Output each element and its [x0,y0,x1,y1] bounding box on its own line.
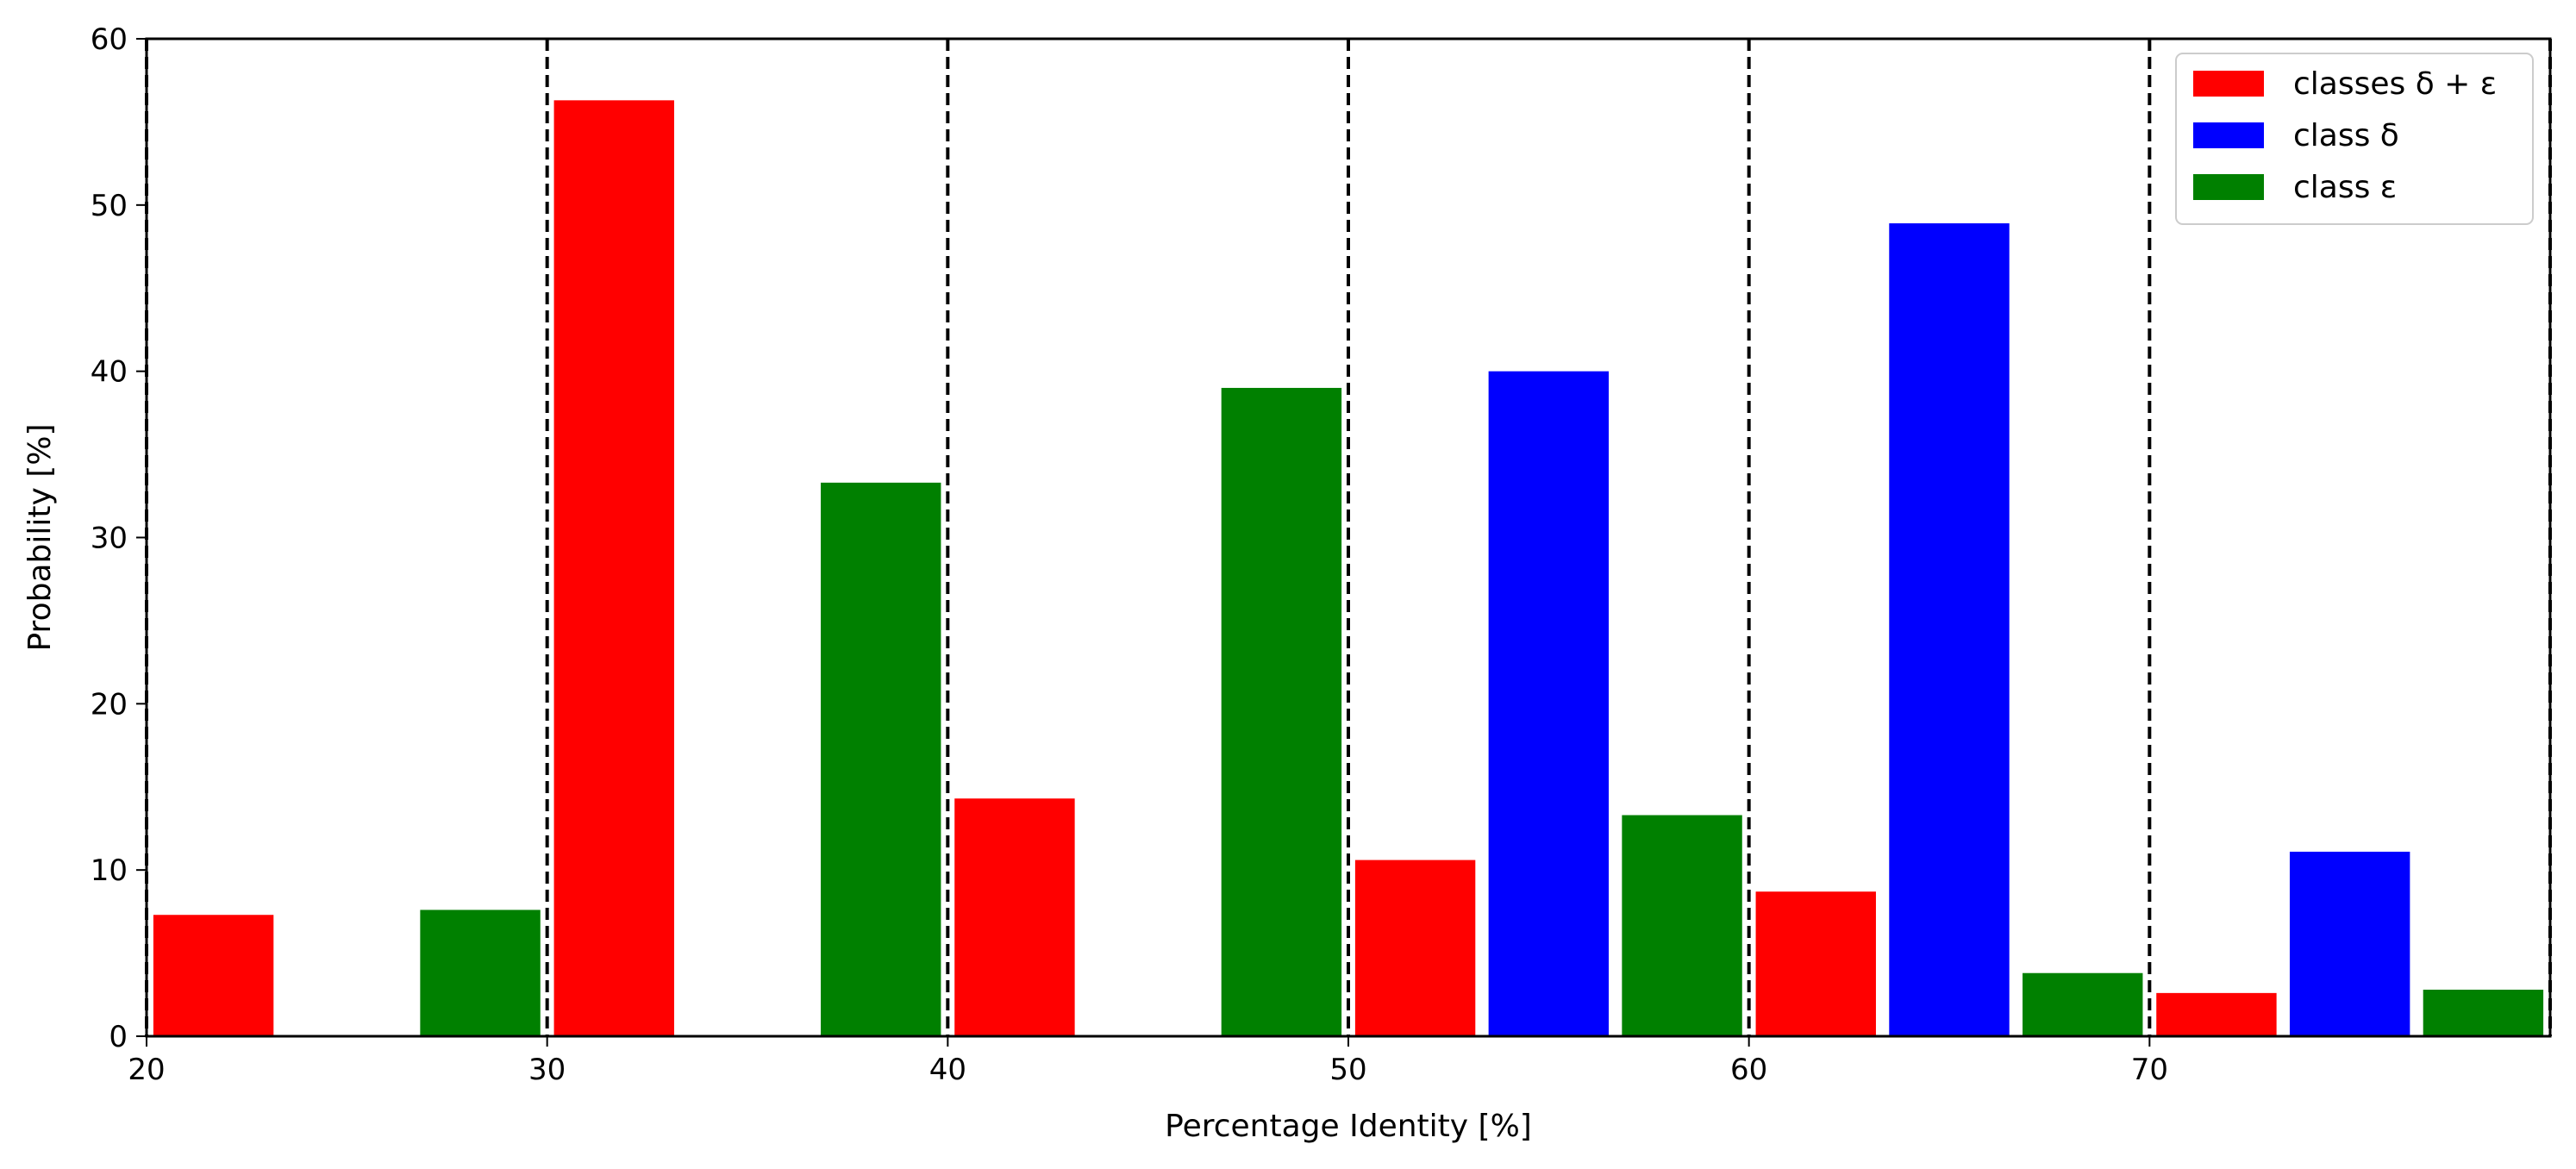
legend-swatch-2 [2193,174,2264,200]
legend-swatch-1 [2193,122,2264,148]
y-tick-label-5: 50 [91,189,128,223]
x-tick-label-1: 30 [528,1053,566,1087]
bar-2-5 [2423,990,2544,1036]
bar-0-5 [2156,992,2277,1036]
x-axis-label: Percentage Identity [%] [1165,1109,1532,1144]
x-tick-label-2: 40 [929,1053,966,1087]
bar-0-4 [1755,891,1876,1036]
bars-group [153,100,2544,1037]
bar-0-2 [954,798,1075,1036]
y-tick-label-2: 20 [91,687,128,722]
bar-0-1 [553,100,674,1036]
y-axis-label: Probability [%] [22,423,58,651]
legend-box [2175,53,2534,225]
x-tick-label-4: 60 [1730,1053,1767,1087]
bar-2-2 [1221,387,1342,1036]
x-axis-ticks: 20 30 40 50 60 70 [128,1036,2168,1087]
legend-swatch-0 [2193,71,2264,97]
legend-label-0: classes δ + ε [2293,66,2497,102]
bar-1-4 [1889,223,2010,1036]
x-tick-label-0: 20 [128,1053,165,1087]
bar-1-3 [1488,371,1610,1037]
bar-2-1 [821,482,941,1036]
y-tick-label-0: 0 [109,1020,128,1054]
x-tick-label-5: 70 [2131,1053,2168,1087]
bar-2-4 [2023,972,2143,1036]
x-tick-label-3: 50 [1329,1053,1366,1087]
legend: classes δ + ε class δ class ε [2175,53,2534,225]
legend-label-2: class ε [2293,170,2397,205]
y-axis-ticks: 0 10 20 30 40 50 60 [91,22,147,1054]
y-tick-label-4: 40 [91,355,128,390]
y-tick-label-6: 60 [91,22,128,57]
bar-0-0 [153,915,274,1036]
legend-label-1: class δ [2293,118,2399,153]
y-tick-label-3: 30 [91,522,128,556]
y-tick-label-1: 10 [91,853,128,888]
bar-2-0 [420,910,541,1036]
bar-0-3 [1354,860,1476,1036]
bar-1-5 [2289,851,2410,1036]
bar-2-3 [1622,815,1742,1036]
